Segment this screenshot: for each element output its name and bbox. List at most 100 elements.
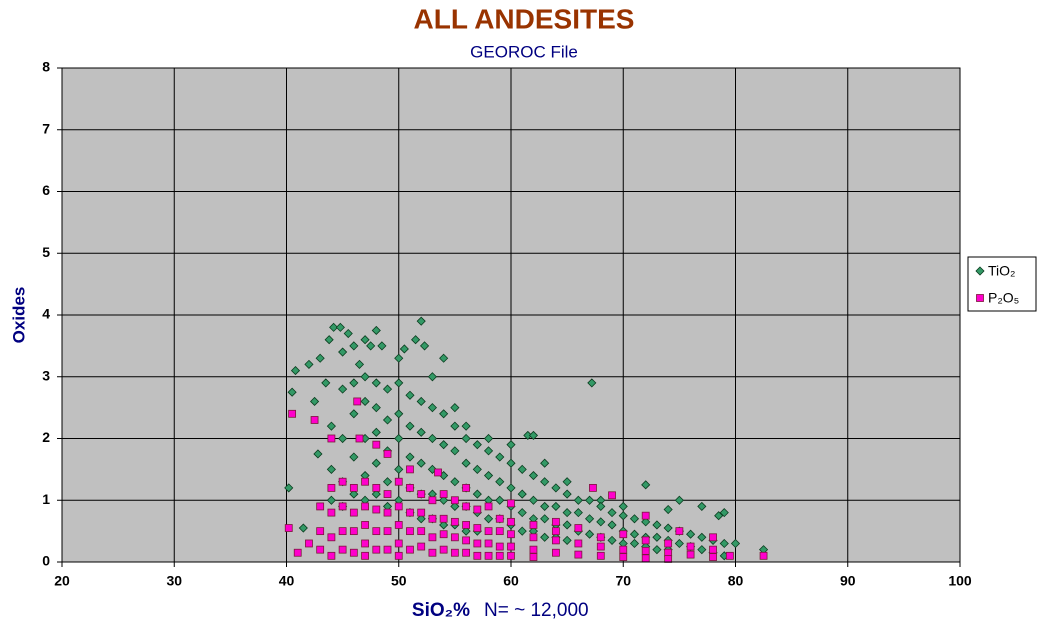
- point: [664, 555, 673, 563]
- point: [462, 483, 471, 492]
- point: [495, 495, 505, 505]
- point: [472, 464, 482, 474]
- point: [450, 548, 459, 557]
- point: [529, 533, 538, 542]
- point: [416, 427, 426, 437]
- point: [573, 508, 583, 518]
- point: [349, 489, 359, 499]
- point: [629, 529, 640, 539]
- point: [674, 495, 684, 505]
- point: [439, 514, 448, 523]
- point: [528, 495, 539, 505]
- point: [473, 524, 482, 532]
- point: [372, 545, 381, 554]
- annotation: N= ~ 12,000: [484, 600, 589, 621]
- x-tick-label: 70: [615, 573, 631, 589]
- point: [552, 536, 560, 545]
- point: [484, 539, 493, 548]
- point: [361, 477, 369, 486]
- point: [473, 551, 482, 560]
- point: [686, 550, 695, 559]
- point: [394, 477, 403, 486]
- point: [349, 527, 358, 536]
- point: [619, 530, 628, 539]
- point: [462, 536, 471, 545]
- point: [349, 548, 358, 557]
- point: [349, 483, 358, 492]
- point: [450, 533, 459, 542]
- point: [730, 538, 741, 549]
- point: [540, 458, 550, 468]
- point: [416, 514, 426, 524]
- point: [573, 495, 583, 505]
- point: [664, 539, 673, 548]
- point: [343, 328, 353, 339]
- point: [405, 390, 415, 400]
- point: [360, 372, 370, 382]
- point: [461, 433, 471, 444]
- point: [574, 550, 583, 559]
- x-tick-label: 100: [948, 573, 972, 589]
- point: [495, 477, 505, 487]
- point: [349, 452, 359, 462]
- point: [439, 490, 448, 498]
- y-tick-label: 3: [42, 367, 50, 383]
- point: [641, 517, 651, 527]
- point: [406, 545, 414, 554]
- point: [383, 527, 392, 536]
- point: [495, 551, 504, 560]
- y-tick-label: 7: [42, 120, 50, 136]
- point: [406, 465, 414, 474]
- point: [552, 548, 560, 557]
- point: [483, 433, 494, 444]
- point: [371, 378, 381, 388]
- point: [507, 517, 515, 526]
- point: [495, 542, 504, 551]
- y-tick-label: 2: [42, 429, 50, 445]
- point: [394, 551, 403, 560]
- point: [417, 490, 426, 498]
- x-tick-label: 30: [166, 573, 182, 589]
- point: [596, 551, 605, 560]
- y-tick-label: 0: [42, 553, 50, 569]
- point: [472, 489, 482, 499]
- point: [284, 524, 293, 532]
- point: [360, 396, 370, 407]
- point: [495, 527, 504, 536]
- point: [585, 495, 595, 505]
- point: [450, 496, 459, 505]
- point: [427, 372, 437, 382]
- point: [641, 480, 651, 490]
- point: [562, 520, 572, 530]
- point: [371, 489, 381, 499]
- point: [607, 520, 617, 530]
- point: [484, 527, 493, 536]
- point: [483, 470, 494, 481]
- point: [416, 458, 426, 468]
- x-tick-label: 50: [391, 573, 407, 589]
- x-tick-label: 20: [54, 573, 70, 589]
- point: [462, 521, 471, 529]
- point: [310, 416, 319, 424]
- point: [540, 514, 550, 524]
- legend-label: TiO₂: [988, 263, 1015, 279]
- point: [304, 359, 314, 369]
- point: [439, 409, 449, 419]
- point: [394, 539, 403, 548]
- point: [450, 501, 460, 511]
- point: [529, 545, 538, 554]
- point: [355, 434, 364, 443]
- point: [439, 495, 449, 505]
- point: [540, 477, 550, 487]
- point: [338, 347, 348, 357]
- point: [585, 514, 595, 524]
- point: [298, 523, 308, 533]
- point: [517, 464, 527, 474]
- x-tick-label: 40: [279, 573, 295, 589]
- point: [338, 433, 348, 444]
- point: [529, 553, 538, 561]
- y-tick-label: 6: [42, 182, 50, 198]
- point: [293, 548, 302, 557]
- point: [372, 505, 381, 514]
